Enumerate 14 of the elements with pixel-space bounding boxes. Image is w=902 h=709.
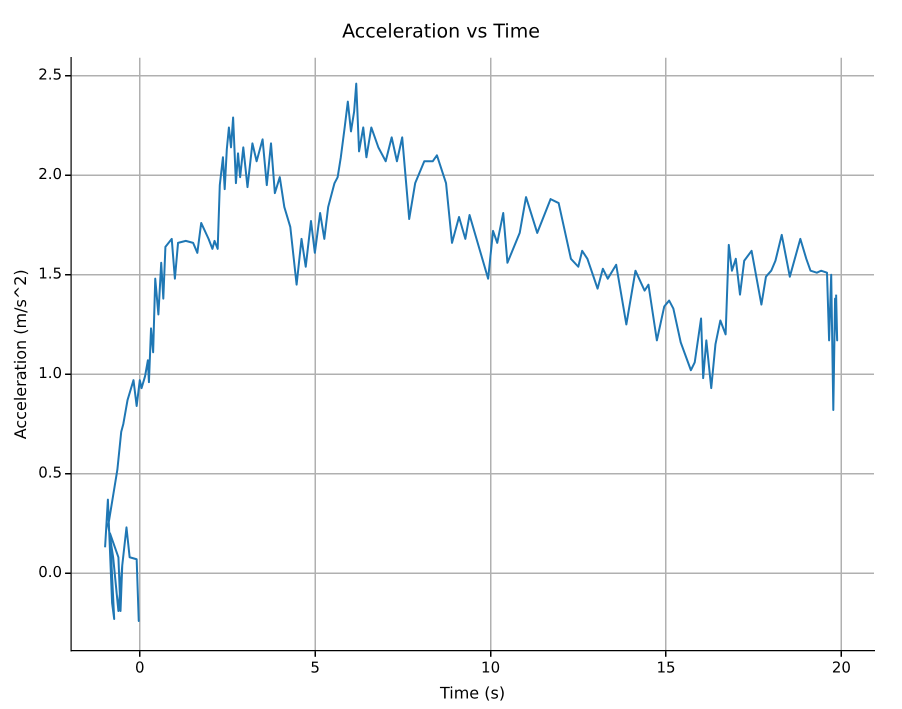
y-tick-label: 2.0	[38, 165, 62, 184]
x-tick-label: 15	[656, 658, 676, 677]
y-axis-title: Acceleration (m/s^2)	[10, 269, 30, 440]
x-axis-title: Time (s)	[438, 684, 506, 703]
x-tick-label: 10	[481, 658, 500, 677]
x-tick-label: 0	[135, 658, 145, 677]
x-tick-label: 5	[310, 658, 320, 677]
x-tick-label: 20	[832, 658, 851, 677]
chart-title: Acceleration vs Time	[342, 20, 540, 42]
y-tick-label: 2.5	[38, 66, 62, 84]
y-tick-label: 0.0	[38, 563, 62, 582]
y-tick-label: 0.5	[38, 464, 62, 482]
y-tick-label: 1.0	[38, 364, 62, 382]
y-tick-label: 1.5	[38, 264, 62, 283]
